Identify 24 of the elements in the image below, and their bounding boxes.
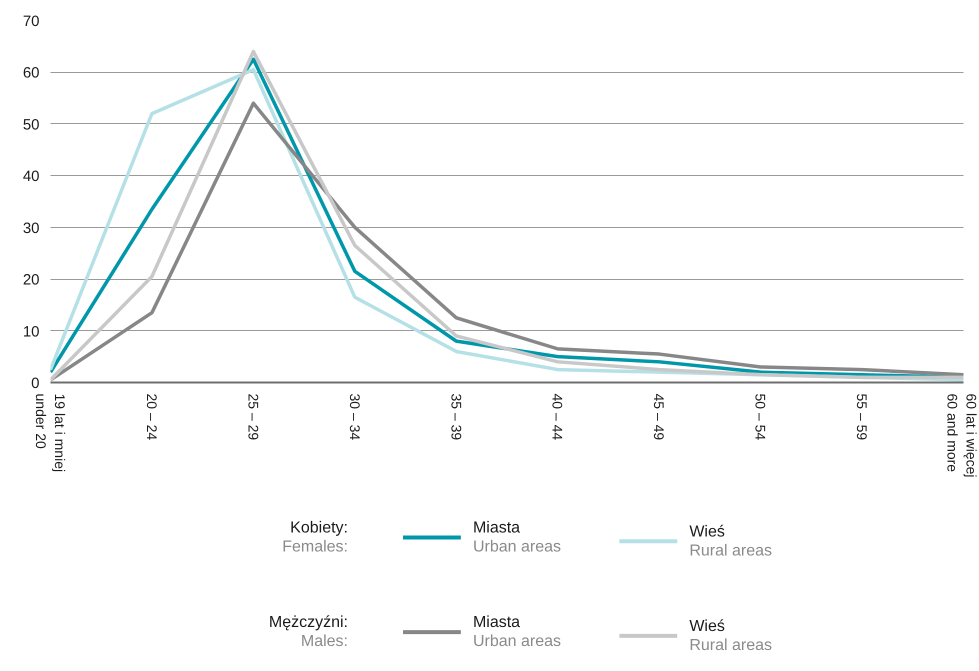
y-tick-label: 50 <box>22 116 40 134</box>
y-tick-label: 20 <box>22 272 40 289</box>
x-tick-label: 20 – 24 <box>144 394 160 440</box>
y-tick-label: 60 <box>22 64 40 82</box>
legend-label: Miasta Urban areas <box>472 614 562 650</box>
x-tick-label: 30 – 34 <box>346 394 363 440</box>
y-tick-label: 0 <box>31 375 40 392</box>
text: Kobiety: Females: <box>282 520 348 556</box>
y-tick-label: 40 <box>22 168 40 186</box>
y-tick-label: 70 <box>22 13 40 30</box>
x-tick-label: 55 – 59 <box>854 394 870 440</box>
y-tick-label: 10 <box>22 323 40 340</box>
x-tick-label: 45 – 49 <box>651 394 668 440</box>
x-tick-label: 25 – 29 <box>245 394 262 440</box>
x-tick-label: 60 lat i więcej 60 and more <box>944 394 979 478</box>
legend-label: Wieś Rural areas <box>689 618 772 654</box>
y-tick-label: 30 <box>22 220 40 237</box>
text: Mężczyźni: Males: <box>268 614 348 650</box>
x-tick-label: 35 – 39 <box>448 394 464 440</box>
x-tick-label: 50 – 54 <box>752 394 769 440</box>
x-tick-label: 19 lat i mniej under 20 <box>32 394 68 472</box>
x-tick-label: 40 – 44 <box>550 394 566 440</box>
legend-label: Miasta Urban areas <box>472 520 562 556</box>
legend-label: Wieś Rural areas <box>689 523 772 560</box>
